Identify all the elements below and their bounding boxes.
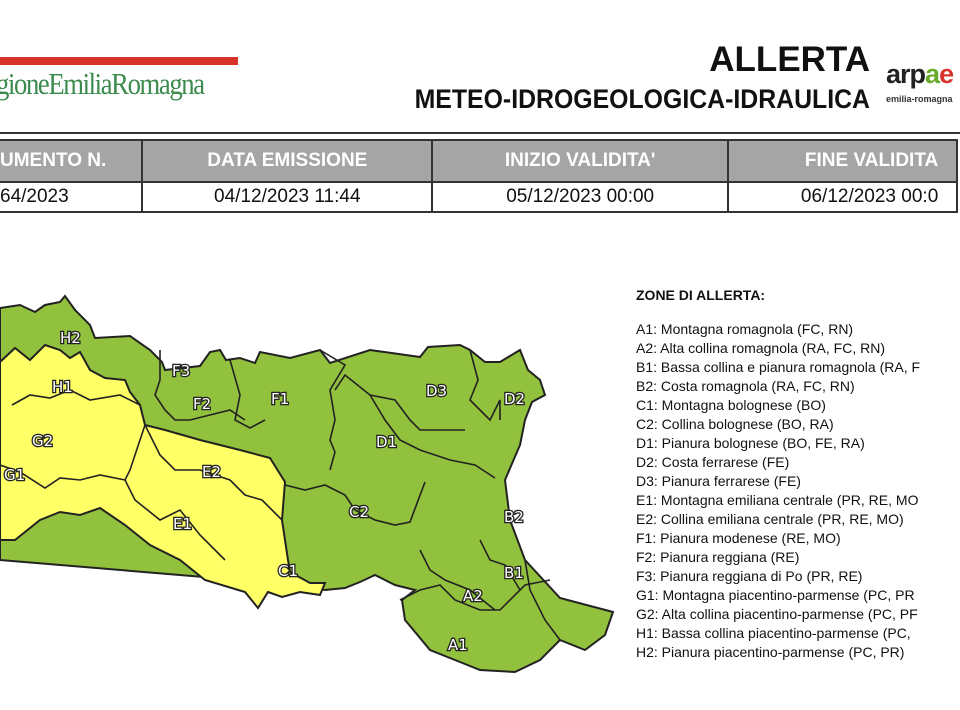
legend-item: B2: Costa romagnola (RA, FC, RN) bbox=[636, 378, 855, 394]
region-logo-bar bbox=[0, 57, 238, 65]
inizio-validita-value: 05/12/2023 00:00 bbox=[431, 181, 729, 213]
zone-borders bbox=[0, 349, 561, 641]
legend-item: D3: Pianura ferrarese (FE) bbox=[636, 473, 801, 489]
page-title: ALLERTA bbox=[709, 40, 870, 79]
zone-label-h1: H1 bbox=[52, 378, 73, 396]
zone-label-d2: D2 bbox=[504, 390, 525, 408]
arpae-logo-sub: emilia-romagna bbox=[886, 94, 953, 104]
legend-item: H1: Bassa collina piacentino-parmense (P… bbox=[636, 625, 911, 641]
zone-label-d1: D1 bbox=[376, 433, 397, 451]
map-green-area bbox=[0, 294, 615, 674]
map-yellow-area bbox=[0, 343, 327, 610]
table-row: 64/2023 04/12/2023 11:44 05/12/2023 00:0… bbox=[0, 181, 959, 213]
zone-label-a1: A1 bbox=[448, 636, 468, 654]
data-emissione-value: 04/12/2023 11:44 bbox=[141, 181, 434, 213]
fine-validita-value: 06/12/2023 00:0 bbox=[726, 181, 959, 213]
documento-value: 64/2023 bbox=[0, 181, 144, 213]
divider bbox=[0, 132, 960, 134]
header-inizio-validita: INIZIO VALIDITA' bbox=[431, 139, 729, 183]
zone-label-g2: G2 bbox=[32, 432, 53, 450]
zone-label-b2: B2 bbox=[504, 508, 524, 526]
zone-label-f3: F3 bbox=[172, 362, 190, 380]
info-table: UMENTO N. DATA EMISSIONE INIZIO VALIDITA… bbox=[0, 139, 959, 213]
zone-label-f1: F1 bbox=[271, 390, 289, 408]
legend-item: E1: Montagna emiliana centrale (PR, RE, … bbox=[636, 492, 919, 508]
zone-label-h2: H2 bbox=[60, 329, 81, 347]
zone-label-g1: G1 bbox=[4, 466, 25, 484]
legend-item: D2: Costa ferrarese (FE) bbox=[636, 454, 790, 470]
legend-item: F1: Pianura modenese (RE, MO) bbox=[636, 530, 841, 546]
legend-item: H2: Pianura piacentino-parmense (PC, PR) bbox=[636, 644, 905, 660]
legend-list: A1: Montagna romagnola (FC, RN) A2: Alta … bbox=[636, 320, 920, 662]
legend-item: D1: Pianura bolognese (BO, FE, RA) bbox=[636, 435, 865, 451]
header-fine-validita: FINE VALIDITA bbox=[726, 139, 959, 183]
legend-item: F3: Pianura reggiana di Po (PR, RE) bbox=[636, 568, 863, 584]
legend-item: B1: Bassa collina e pianura romagnola (R… bbox=[636, 359, 921, 375]
header-documento: UMENTO N. bbox=[0, 139, 144, 183]
arpae-logo: arpae bbox=[886, 59, 954, 89]
zone-label-b1: B1 bbox=[504, 564, 524, 582]
zone-label-a2: A2 bbox=[463, 587, 483, 605]
zone-label-d3: D3 bbox=[426, 382, 447, 400]
page-subtitle: METEO-IDROGEOLOGICA-IDRAULICA bbox=[414, 84, 870, 114]
legend-item: A2: Alta collina romagnola (RA, FC, RN) bbox=[636, 340, 885, 356]
legend-item: A1: Montagna romagnola (FC, RN) bbox=[636, 321, 854, 337]
legend-item: G2: Alta collina piacentino-parmense (PC… bbox=[636, 606, 918, 622]
zone-label-c2: C2 bbox=[349, 503, 369, 521]
legend-item: E2: Collina emiliana centrale (PR, RE, M… bbox=[636, 511, 904, 527]
alert-map: H2 H1 G2 G1 F3 F2 F1 E2 E1 C1 C2 D1 D3 D… bbox=[0, 294, 615, 674]
legend-item: C1: Montagna bolognese (BO) bbox=[636, 397, 826, 413]
legend-title: ZONE DI ALLERTA: bbox=[636, 287, 766, 303]
zone-label-c1: C1 bbox=[278, 562, 298, 580]
zone-label-f2: F2 bbox=[193, 395, 211, 413]
zone-labels: H2 H1 G2 G1 F3 F2 F1 E2 E1 C1 C2 D1 D3 D… bbox=[3, 328, 527, 656]
header-data-emissione: DATA EMISSIONE bbox=[141, 139, 434, 183]
legend-item: F2: Pianura reggiana (RE) bbox=[636, 549, 800, 565]
zone-label-e1: E1 bbox=[173, 515, 192, 533]
table-header-row: UMENTO N. DATA EMISSIONE INIZIO VALIDITA… bbox=[0, 139, 959, 183]
region-logo: gioneEmiliaRomagna bbox=[0, 66, 205, 101]
legend-item: G1: Montagna piacentino-parmense (PC, PR bbox=[636, 587, 915, 603]
legend-item: C2: Collina bolognese (BO, RA) bbox=[636, 416, 834, 432]
zone-label-e2: E2 bbox=[202, 463, 221, 481]
